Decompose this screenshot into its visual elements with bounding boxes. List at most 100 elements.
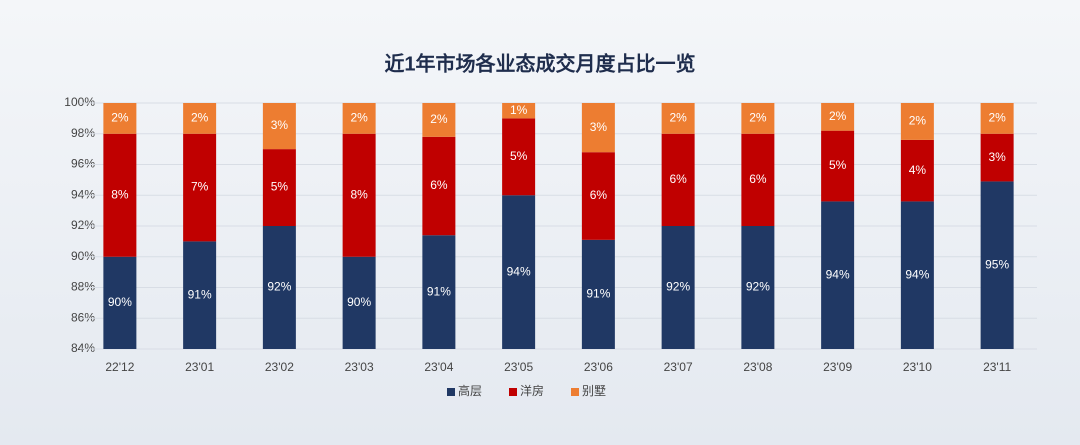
data-label: 2% <box>749 111 767 125</box>
data-label: 6% <box>430 178 448 192</box>
bar-segment <box>980 103 1014 134</box>
data-label: 1% <box>510 103 528 117</box>
data-label: 6% <box>749 172 767 186</box>
data-label: 2% <box>988 111 1006 125</box>
data-label: 3% <box>988 150 1006 164</box>
x-tick-label: 23'01 <box>185 360 214 374</box>
x-tick-label: 23'07 <box>664 360 693 374</box>
y-tick-label: 90% <box>71 249 95 263</box>
bar-segment <box>103 133 137 257</box>
data-label: 95% <box>985 257 1009 271</box>
legend-swatch <box>571 388 579 396</box>
bar-segment <box>980 133 1014 182</box>
bar-segment <box>103 103 137 134</box>
bar-segment <box>262 226 296 349</box>
bar-segment <box>422 136 456 236</box>
data-label: 4% <box>909 163 927 177</box>
data-label: 2% <box>669 111 687 125</box>
data-label: 8% <box>111 187 129 201</box>
data-label: 94% <box>905 267 929 281</box>
bar-segment <box>502 118 536 196</box>
y-tick-label: 88% <box>71 280 95 294</box>
data-label: 2% <box>111 111 129 125</box>
bar-segment <box>262 103 296 150</box>
legend-swatch <box>447 388 455 396</box>
data-label: 8% <box>350 187 368 201</box>
data-label: 3% <box>271 118 289 132</box>
data-label: 92% <box>267 280 291 294</box>
x-tick-label: 23'02 <box>265 360 294 374</box>
bar-segment <box>821 103 855 131</box>
data-label: 6% <box>669 172 687 186</box>
bar-segment <box>502 195 536 349</box>
data-label: 91% <box>427 284 451 298</box>
bar-segment <box>103 256 137 349</box>
bar-segment <box>581 103 615 153</box>
x-tick-label: 23'08 <box>743 360 772 374</box>
data-label: 5% <box>829 158 847 172</box>
x-tick-label: 23'03 <box>345 360 374 374</box>
data-label: 2% <box>909 114 927 128</box>
bar-segment <box>661 103 695 134</box>
data-label: 90% <box>347 295 371 309</box>
data-label: 90% <box>108 295 132 309</box>
data-label: 3% <box>590 120 608 134</box>
data-label: 5% <box>510 149 528 163</box>
data-label: 2% <box>829 109 847 123</box>
x-tick-label: 23'09 <box>823 360 852 374</box>
y-tick-label: 96% <box>71 157 95 171</box>
data-label: 94% <box>507 264 531 278</box>
bar-segment <box>422 103 456 137</box>
bar-segment <box>900 103 934 140</box>
x-tick-label: 23'06 <box>584 360 613 374</box>
bar-segment <box>741 133 775 226</box>
y-tick-label: 100% <box>64 95 95 109</box>
bar-segment <box>980 181 1014 349</box>
data-label: 7% <box>191 180 209 194</box>
bar-segment <box>183 103 217 134</box>
bar-segment <box>821 130 855 202</box>
bar-segment <box>183 241 217 349</box>
bar-segment <box>661 133 695 226</box>
bar-segment <box>741 226 775 349</box>
y-tick-label: 86% <box>71 310 95 324</box>
bar-segment <box>900 201 934 349</box>
data-label: 2% <box>430 112 448 126</box>
y-tick-label: 94% <box>71 187 95 201</box>
bar-segment <box>581 239 615 349</box>
bar-segment <box>741 103 775 134</box>
x-tick-label: 23'04 <box>424 360 453 374</box>
bar-segment <box>502 103 536 119</box>
legend-label: 洋房 <box>520 383 544 398</box>
bar-segment <box>342 256 376 349</box>
legend-swatch <box>509 388 517 396</box>
data-label: 2% <box>350 111 368 125</box>
x-tick-label: 23'05 <box>504 360 533 374</box>
x-tick-label: 22'12 <box>105 360 134 374</box>
data-label: 91% <box>188 287 212 301</box>
bar-segment <box>422 235 456 349</box>
y-tick-label: 84% <box>71 341 95 355</box>
data-label: 2% <box>191 111 209 125</box>
bar-segment <box>342 103 376 134</box>
data-label: 94% <box>826 267 850 281</box>
bar-segment <box>821 201 855 349</box>
bar-segment <box>900 139 934 202</box>
legend-label: 别墅 <box>582 384 606 398</box>
data-label: 5% <box>271 180 289 194</box>
bar-segment <box>661 226 695 349</box>
bar-segment <box>342 133 376 257</box>
data-label: 91% <box>586 287 610 301</box>
bar-segment <box>183 133 217 242</box>
chart-title: 近1年市场各业态成交月度占比一览 <box>384 51 695 75</box>
y-tick-label: 92% <box>71 218 95 232</box>
bar-segment <box>581 152 615 240</box>
data-label: 6% <box>590 188 608 202</box>
x-tick-label: 23'10 <box>903 360 932 374</box>
x-tick-label: 23'11 <box>983 360 1011 374</box>
legend-label: 高层 <box>458 383 482 398</box>
bar-segment <box>262 149 296 226</box>
data-label: 92% <box>746 280 770 294</box>
y-tick-label: 98% <box>71 126 95 140</box>
